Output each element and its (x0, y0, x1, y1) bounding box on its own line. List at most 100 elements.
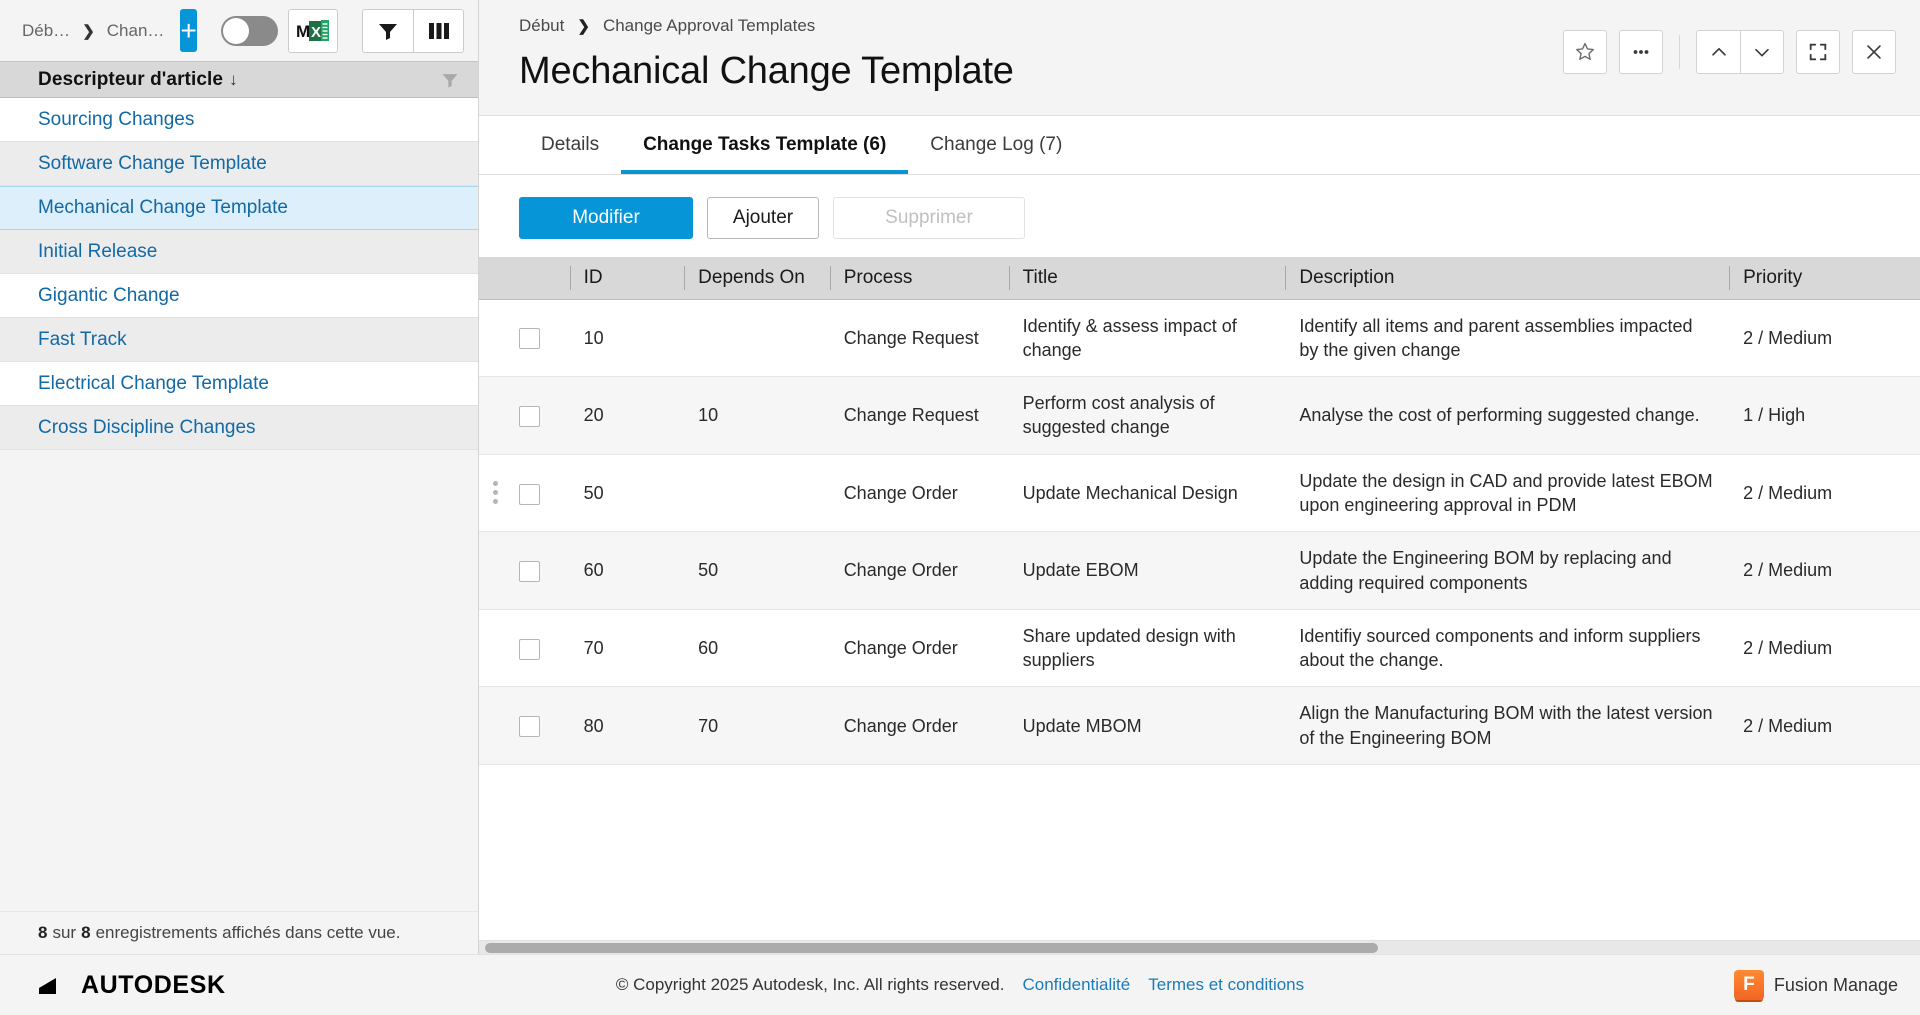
row-checkbox[interactable] (519, 638, 541, 660)
sidebar-breadcrumb-current[interactable]: Chan… (106, 20, 165, 40)
product-badge-group: F Fusion Manage (1733, 970, 1898, 1000)
list-filter-icon[interactable] (440, 70, 460, 90)
row-select-cell (505, 531, 570, 610)
table-row[interactable]: 60 50 Change Order Update EBOM Update the En… (479, 531, 1920, 610)
column-drag-handle (479, 257, 506, 300)
sidebar-record-count: 8 sur 8 enregistrements affichés dans ce… (0, 911, 478, 954)
tab-details[interactable]: Details (541, 134, 600, 155)
columns-icon (428, 22, 449, 39)
sort-descending-icon[interactable]: ↓ (229, 69, 238, 89)
row-title: Perform cost analysis of suggested chang… (1008, 376, 1286, 455)
sidebar-item-initial-release[interactable]: Initial Release (0, 230, 478, 274)
row-depends-on: 10 (684, 376, 830, 455)
row-process: Change Order (829, 686, 1009, 766)
row-title: Update MBOM (1008, 686, 1286, 766)
row-title: Share updated design with suppliers (1008, 609, 1286, 688)
row-depends-on: 50 (684, 531, 830, 610)
row-drag-handle[interactable] (479, 454, 506, 533)
tab-change-tasks-template-6[interactable]: Change Tasks Template (6) (621, 116, 909, 174)
sidebar-item-fast-track[interactable]: Fast Track (0, 318, 478, 362)
row-select-cell (505, 609, 570, 688)
sidebar-item-software-change-template[interactable]: Software Change Template (0, 142, 478, 186)
tab-bar: Details Change Tasks Template (6) Change L… (479, 116, 1920, 175)
breadcrumb-current[interactable]: Change Approval Templates (602, 16, 816, 35)
row-checkbox[interactable] (519, 483, 541, 505)
row-priority: 1 / High (1729, 376, 1920, 455)
favorite-button[interactable] (1563, 30, 1607, 74)
close-icon (1867, 45, 1881, 59)
table-body: 10 Change Request Identify & assess impact… (479, 299, 1920, 766)
close-button[interactable] (1852, 30, 1896, 74)
table-row[interactable]: 50 Change Order Update Mechanical Design Up… (479, 454, 1920, 533)
tab-change-log-7[interactable]: Change Log (7) (930, 134, 1063, 155)
privacy-link[interactable]: Confidentialité (1022, 975, 1131, 994)
breadcrumb-separator-icon: ❯ (577, 18, 590, 35)
sidebar-toolbar: Déb… ❯ Chan… + M X (0, 0, 478, 61)
sidebar-item-label: Cross Discipline Changes (38, 416, 256, 438)
breadcrumb-home[interactable]: Début (519, 16, 565, 35)
chevron-up-icon (1711, 47, 1726, 56)
sidebar-item-label: Mechanical Change Template (38, 197, 288, 218)
sidebar-item-sourcing-changes[interactable]: Sourcing Changes (0, 98, 478, 142)
columns-button[interactable] (413, 8, 464, 53)
more-options-button[interactable] (1619, 30, 1663, 74)
star-icon (1576, 42, 1594, 61)
fusion-manage-icon: F (1733, 970, 1764, 1000)
column-priority[interactable]: Priority (1729, 257, 1920, 300)
sidebar-item-mechanical-change-template[interactable]: Mechanical Change Template (0, 186, 478, 230)
autodesk-mark-icon (39, 978, 56, 994)
excel-export-button[interactable]: M X (288, 8, 338, 53)
delete-button: Supprimer (833, 197, 1025, 239)
row-priority: 2 / Medium (1729, 609, 1920, 688)
records-total-count: 8 (81, 923, 91, 942)
next-record-button[interactable] (1740, 30, 1784, 74)
row-drag-handle (479, 531, 506, 610)
column-description[interactable]: Description (1285, 257, 1730, 300)
autodesk-logo: AUTODESK (22, 971, 501, 1000)
row-id: 10 (569, 299, 685, 378)
terms-link[interactable]: Termes et conditions (1148, 975, 1305, 994)
expand-icon (1809, 43, 1827, 61)
column-depends-on[interactable]: Depends On (684, 257, 830, 300)
add-record-button[interactable]: + (180, 9, 197, 52)
sidebar-empty-area (0, 450, 478, 911)
row-id: 50 (569, 454, 685, 533)
sidebar-item-cross-discipline-changes[interactable]: Cross Discipline Changes (0, 406, 478, 450)
table-header: ID Depends On Process Title Description … (479, 257, 1920, 300)
add-button[interactable]: Ajouter (707, 197, 819, 239)
svg-text:M: M (296, 22, 310, 41)
change-tasks-table: ID Depends On Process Title Description … (479, 257, 1920, 766)
column-id[interactable]: ID (569, 257, 685, 300)
horizontal-scrollbar[interactable] (479, 940, 1920, 954)
footer-legal: © Copyright 2025 Autodesk, Inc. All righ… (0, 975, 1920, 995)
filter-button[interactable] (362, 8, 413, 53)
horizontal-scrollbar-thumb[interactable] (485, 943, 1379, 953)
row-description: Analyse the cost of performing suggested… (1285, 376, 1730, 455)
autodesk-wordmark: AUTODESK (81, 970, 226, 999)
row-checkbox[interactable] (519, 716, 541, 738)
fullscreen-button[interactable] (1796, 30, 1840, 74)
table-row[interactable]: 70 60 Change Order Share updated design wit… (479, 609, 1920, 688)
previous-record-button[interactable] (1696, 30, 1740, 74)
row-id: 20 (569, 376, 685, 455)
sidebar-item-gigantic-change[interactable]: Gigantic Change (0, 274, 478, 318)
edit-button[interactable]: Modifier (519, 197, 693, 239)
table-row[interactable]: 20 10 Change Request Perform cost analysis … (479, 376, 1920, 455)
table-row[interactable]: 10 Change Request Identify & assess impact… (479, 299, 1920, 378)
table-row[interactable]: 80 70 Change Order Update MBOM Align the Man… (479, 686, 1920, 766)
drag-handle-icon[interactable] (479, 481, 505, 505)
sidebar-view-buttons (362, 8, 464, 53)
sidebar-list-header: Descripteur d'article ↓ (0, 61, 478, 98)
table-empty-area (479, 765, 1920, 940)
row-drag-handle (479, 299, 506, 378)
view-toggle[interactable] (221, 15, 278, 46)
row-checkbox[interactable] (519, 405, 541, 427)
row-checkbox[interactable] (519, 561, 541, 583)
header-action-buttons (1563, 30, 1896, 74)
sidebar-item-electrical-change-template[interactable]: Electrical Change Template (0, 362, 478, 406)
column-title[interactable]: Title (1008, 257, 1286, 300)
column-process[interactable]: Process (829, 257, 1009, 300)
row-checkbox[interactable] (519, 328, 541, 350)
sidebar-breadcrumb-home[interactable]: Déb… (22, 20, 71, 40)
